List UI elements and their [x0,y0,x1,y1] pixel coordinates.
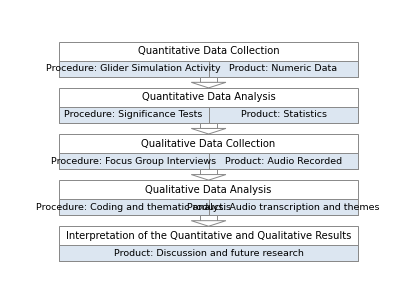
Text: Product: Statistics: Product: Statistics [241,110,326,119]
Text: Product: Audio transcription and themes: Product: Audio transcription and themes [187,203,380,212]
Polygon shape [191,175,226,180]
Bar [59,88,359,123]
Bar [200,215,217,221]
Text: Procedure: Focus Group Interviews: Procedure: Focus Group Interviews [51,157,216,166]
Text: Qualitative Data Collection: Qualitative Data Collection [142,139,276,148]
Bar [59,42,359,77]
Text: Product: Audio Recorded: Product: Audio Recorded [225,157,342,166]
Bar [59,226,359,261]
Text: Procedure: Significance Tests: Procedure: Significance Tests [64,110,203,119]
Text: Quantitative Data Collection: Quantitative Data Collection [138,46,279,56]
Bar [59,107,208,123]
Bar [208,107,359,123]
Text: Qualitative Data Analysis: Qualitative Data Analysis [145,185,272,195]
Text: Procedure: Glider Simulation Activity: Procedure: Glider Simulation Activity [46,64,221,73]
Text: Interpretation of the Quantitative and Qualitative Results: Interpretation of the Quantitative and Q… [66,231,351,241]
Bar [59,245,359,261]
Bar [59,199,208,215]
Bar [59,61,208,77]
Text: Quantitative Data Analysis: Quantitative Data Analysis [142,92,276,102]
Text: Product: Numeric Data: Product: Numeric Data [230,64,337,73]
Polygon shape [191,128,226,134]
Bar [200,169,217,175]
Bar [59,134,359,169]
Bar [200,77,217,82]
Bar [208,199,359,215]
Bar [59,180,359,215]
Bar [59,153,208,169]
Bar [200,123,217,128]
Text: Procedure: Coding and thematic analysis: Procedure: Coding and thematic analysis [36,203,231,212]
Bar [208,153,359,169]
Text: Product: Discussion and future research: Product: Discussion and future research [114,249,304,258]
Polygon shape [191,82,226,88]
Bar [208,61,359,77]
Polygon shape [191,221,226,226]
